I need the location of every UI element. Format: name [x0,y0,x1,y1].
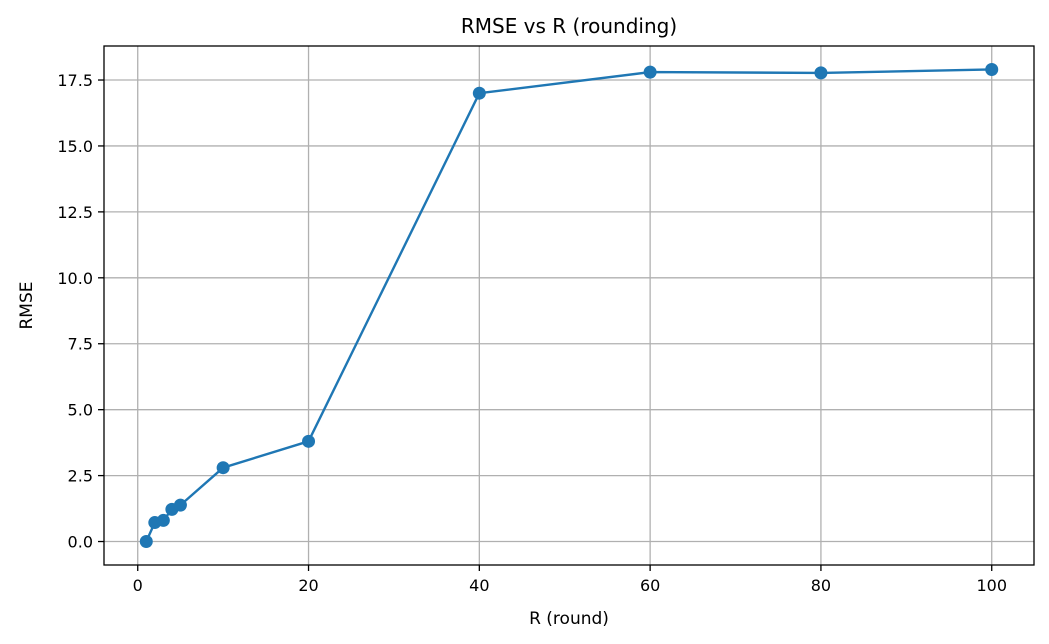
axis-ticks: 0 20 40 60 80 100 0.0 2.5 5.0 7.5 10.0 12.5 15.0 17.5 [57,71,1007,595]
y-tick-label: 10.0 [57,269,93,288]
x-tick-label: 20 [298,576,318,595]
y-tick-label: 0.0 [68,533,93,552]
y-tick-label: 12.5 [57,203,93,222]
y-axis-label: RMSE [17,281,37,329]
data-series [139,62,999,549]
data-point [985,62,999,76]
y-tick-label: 17.5 [57,71,93,90]
x-tick-label: 100 [976,576,1007,595]
x-tick-label: 0 [133,576,143,595]
x-tick-label: 40 [469,576,489,595]
plot-frame [103,45,1035,566]
x-axis-label: R (round) [529,609,609,629]
data-point [472,86,486,100]
y-tick-label: 2.5 [68,467,93,486]
y-tick-label: 5.0 [68,401,93,420]
y-tick-label: 15.0 [57,137,93,156]
grid-lines [104,46,1034,565]
data-point [216,461,230,475]
data-point [156,513,170,527]
data-point [139,535,153,549]
data-point [643,65,657,79]
y-tick-label: 7.5 [68,335,93,354]
chart-title: RMSE vs R (rounding) [461,14,677,38]
x-tick-label: 60 [640,576,660,595]
data-point [814,66,828,80]
data-point [302,434,316,448]
x-tick-label: 80 [811,576,831,595]
data-point [173,498,187,512]
